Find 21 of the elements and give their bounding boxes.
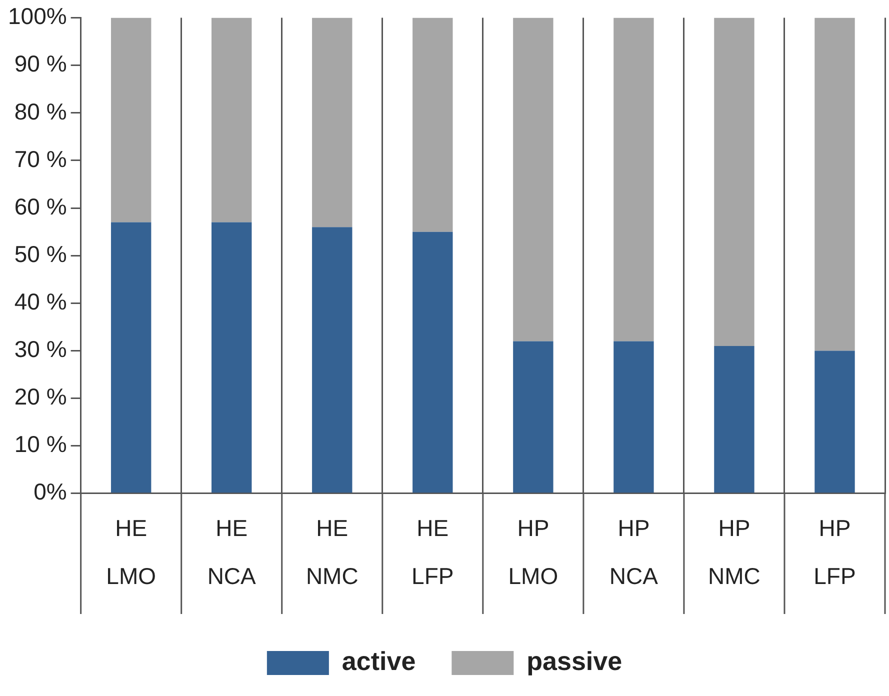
x-tick-label: HE LMO — [106, 514, 156, 590]
x-tick-label: HP NCA — [609, 514, 659, 590]
y-tick-label: 100% — [8, 3, 67, 30]
y-tick-label: 90 % — [14, 50, 67, 77]
y-tick-label: 20 % — [14, 384, 67, 410]
legend-label: active — [342, 646, 416, 676]
y-tick-label: 50 % — [14, 240, 67, 267]
y-tick-label: 30 % — [14, 336, 67, 362]
x-tick-label: HE NCA — [207, 514, 257, 590]
x-tick-label: HE NMC — [306, 514, 358, 590]
y-tick-label: 80 % — [14, 98, 67, 124]
x-tick-label: HE LFP — [412, 514, 454, 590]
x-tick-label: HP LFP — [814, 514, 856, 590]
y-tick-label: 70 % — [14, 146, 67, 172]
y-tick-label: 40 % — [14, 288, 67, 315]
legend-label: passive — [526, 646, 622, 676]
x-tick-label: HP NMC — [708, 514, 760, 590]
y-tick-label: 10 % — [14, 431, 67, 458]
x-tick-label: HP LMO — [508, 514, 558, 590]
y-tick-label: 60 % — [14, 193, 67, 220]
y-tick-label: 0% — [34, 478, 67, 505]
